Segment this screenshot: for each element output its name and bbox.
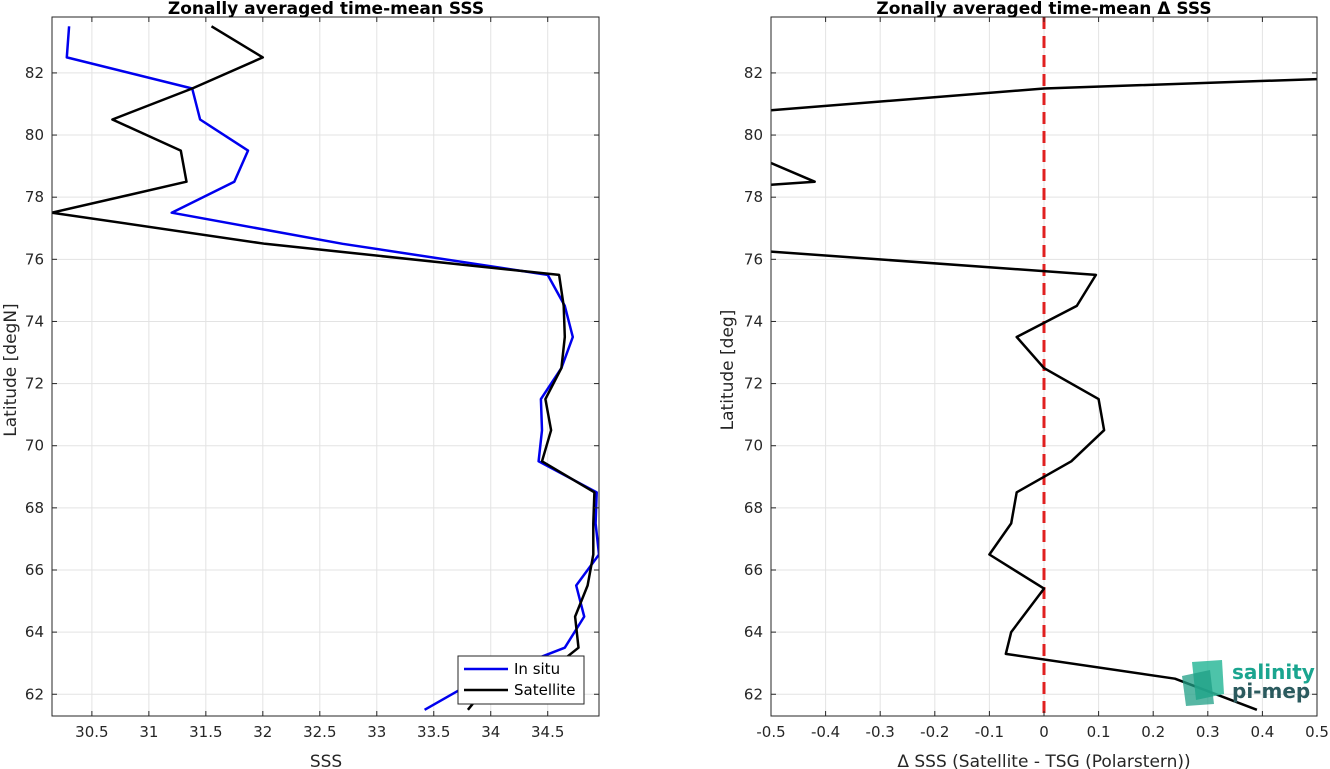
logo-mark-shadow-icon — [1182, 670, 1214, 706]
y-tick-label: 64 — [25, 623, 44, 641]
x-tick-label: 34.5 — [531, 723, 564, 741]
right-x-axis-label: Δ SSS (Satellite - TSG (Polarstern)) — [897, 752, 1190, 769]
left-x-axis-label: SSS — [310, 752, 342, 769]
right-y-tick-labels: 62 64 66 68 70 72 74 76 78 80 82 — [744, 64, 763, 703]
x-tick-label: -0.1 — [975, 723, 1004, 741]
x-tick-label: 0 — [1039, 723, 1049, 741]
x-tick-label: -0.5 — [756, 723, 785, 741]
y-tick-label: 82 — [744, 64, 763, 82]
logo-text-pi-mep: pi-mep — [1232, 679, 1310, 703]
in-situ-series-line — [65, 26, 599, 711]
y-tick-label: 80 — [25, 126, 44, 144]
left-axes-frame — [51, 16, 600, 717]
delta-sss-series-line — [771, 250, 1258, 711]
left-panel: 30.5 31 31.5 32 32.5 33 33.5 34 34.5 62 64 66 68 70 7… — [1, 0, 600, 769]
x-tick-label: 32.5 — [303, 723, 336, 741]
left-y-tick-labels: 62 64 66 68 70 72 74 76 78 80 82 — [25, 64, 44, 703]
y-tick-label: 64 — [744, 623, 763, 641]
left-chart-title: Zonally averaged time-mean SSS — [168, 0, 484, 19]
y-tick-label: 82 — [25, 64, 44, 82]
x-tick-label: -0.3 — [866, 723, 895, 741]
y-tick-label: 66 — [25, 561, 44, 579]
right-series-lines — [771, 17, 1317, 716]
salinity-pi-mep-logo: salinity pi-mep — [1182, 660, 1315, 706]
logo-text-salinity: salinity — [1232, 660, 1315, 684]
left-gridlines — [52, 17, 599, 716]
legend-label-satellite: Satellite — [514, 681, 575, 699]
right-y-axis-label: Latitude [deg] — [718, 310, 738, 431]
y-tick-label: 80 — [744, 126, 763, 144]
y-tick-label: 72 — [744, 375, 763, 393]
x-tick-label: 0.5 — [1305, 723, 1329, 741]
y-tick-label: 62 — [744, 685, 763, 703]
legend-label-in-situ: In situ — [514, 660, 560, 678]
y-tick-label: 74 — [744, 312, 763, 330]
y-tick-label: 62 — [25, 685, 44, 703]
x-tick-label: 32 — [253, 723, 272, 741]
legend-box — [457, 655, 585, 705]
x-tick-label: 0.3 — [1196, 723, 1220, 741]
plot-area — [52, 25, 599, 711]
right-chart-title: Zonally averaged time-mean Δ SSS — [876, 0, 1211, 19]
x-tick-label: 33.5 — [417, 723, 450, 741]
y-tick-label: 66 — [744, 561, 763, 579]
delta-sss-series-line — [771, 161, 816, 187]
x-tick-label: -0.2 — [920, 723, 949, 741]
y-tick-label: 68 — [25, 499, 44, 517]
y-tick-label: 70 — [744, 437, 763, 455]
right-x-tick-labels: -0.5 -0.4 -0.3 -0.2 -0.1 0 0.1 0.2 0.3 0.4 0.5 — [756, 723, 1329, 741]
x-tick-label: 31 — [139, 723, 158, 741]
legend: In situ Satellite — [457, 655, 585, 705]
right-tick-marks — [770, 17, 1318, 716]
satellite-series-line — [52, 25, 596, 711]
x-tick-label: 31.5 — [189, 723, 222, 741]
x-tick-label: 0.4 — [1250, 723, 1274, 741]
x-tick-label: 0.1 — [1087, 723, 1111, 741]
y-tick-label: 68 — [744, 499, 763, 517]
left-series-lines — [52, 25, 599, 711]
left-x-tick-labels: 30.5 31 31.5 32 32.5 33 33.5 34 34.5 — [75, 723, 564, 741]
plot-area — [771, 17, 1317, 716]
left-tick-marks — [52, 17, 599, 716]
delta-sss-series-line — [771, 77, 1317, 112]
x-tick-label: 34 — [481, 723, 500, 741]
y-tick-label: 78 — [744, 188, 763, 206]
x-tick-label: 0.2 — [1141, 723, 1165, 741]
y-tick-label: 70 — [25, 437, 44, 455]
y-tick-label: 72 — [25, 375, 44, 393]
y-tick-label: 78 — [25, 188, 44, 206]
x-tick-label: 33 — [367, 723, 386, 741]
y-tick-label: 76 — [744, 250, 763, 268]
x-tick-label: -0.4 — [811, 723, 840, 741]
y-tick-label: 76 — [25, 250, 44, 268]
y-tick-label: 74 — [25, 312, 44, 330]
left-y-axis-label: Latitude [degN] — [1, 303, 21, 436]
x-tick-label: 30.5 — [75, 723, 108, 741]
right-panel: -0.5 -0.4 -0.3 -0.2 -0.1 0 0.1 0.2 0.3 0.4 0.5 626… — [718, 0, 1329, 769]
